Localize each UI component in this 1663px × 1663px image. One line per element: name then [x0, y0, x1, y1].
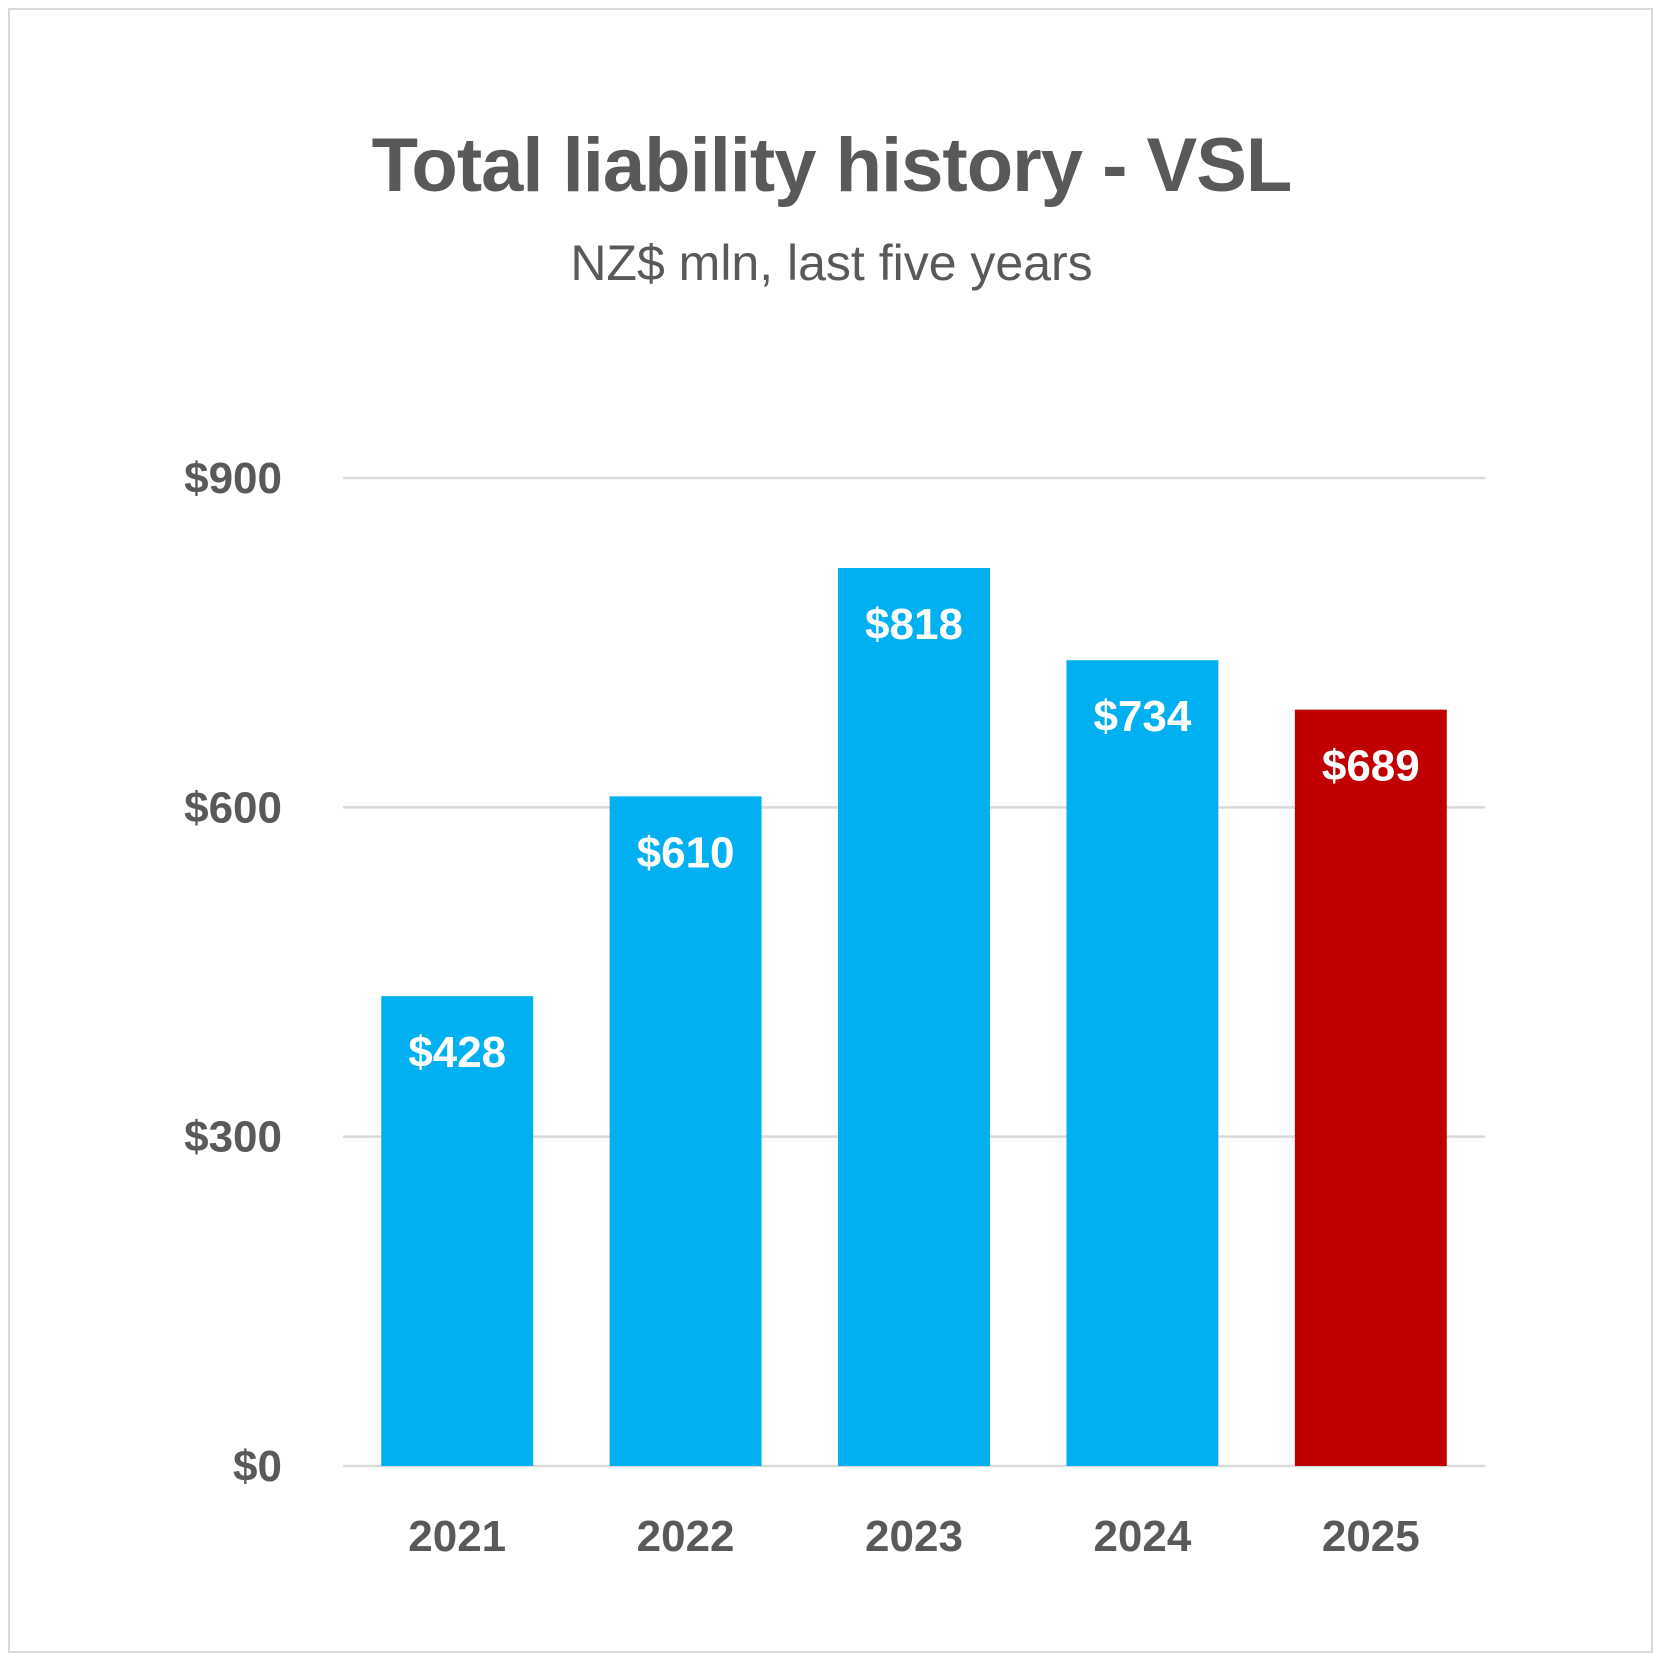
bars [381, 568, 1447, 1466]
y-tick-label: $900 [184, 454, 282, 503]
data-label: $689 [1322, 742, 1420, 791]
x-tick-label: 2022 [637, 1512, 735, 1561]
data-label: $818 [865, 600, 963, 649]
x-axis-ticks: 2021 2022 2023 2024 2025 [408, 1512, 1419, 1561]
y-tick-label: $0 [233, 1442, 282, 1491]
bar-2023 [838, 568, 990, 1466]
x-tick-label: 2024 [1093, 1512, 1191, 1561]
chart-subtitle: NZ$ mln, last five years [570, 235, 1093, 291]
data-label: $610 [637, 828, 735, 877]
bar-2021 [381, 996, 534, 1466]
bar-2025 [1294, 709, 1447, 1466]
x-tick-label: 2023 [865, 1512, 963, 1561]
y-tick-label: $600 [184, 783, 282, 832]
y-tick-label: $300 [184, 1113, 282, 1162]
chart-title: Total liability history - VSL [371, 123, 1293, 208]
y-axis-ticks: $0 $300 $600 $900 [184, 454, 282, 1491]
data-label: $428 [408, 1028, 506, 1077]
bar-2024 [1066, 660, 1219, 1466]
x-tick-label: 2025 [1322, 1512, 1420, 1561]
bar-2022 [609, 796, 762, 1466]
data-label: $734 [1093, 692, 1191, 741]
data-labels: $428 $610 $818 $734 $689 [408, 600, 1419, 1077]
x-tick-label: 2021 [408, 1512, 506, 1561]
